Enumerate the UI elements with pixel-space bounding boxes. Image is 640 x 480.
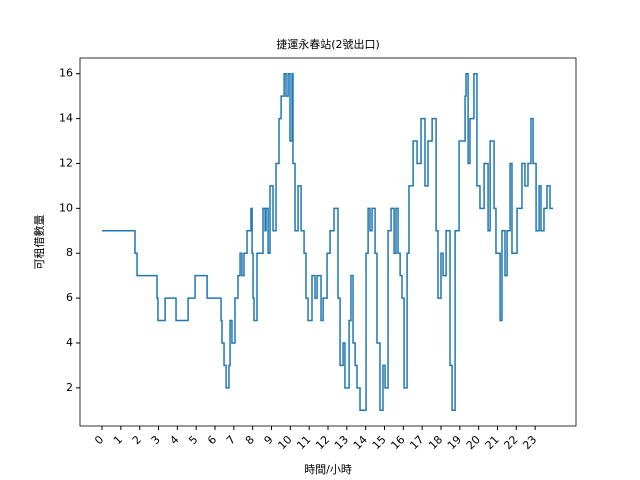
y-tick-label: 16 [59,67,73,80]
chart-title: 捷運永春站(2號出口) [276,37,380,51]
plot-frame [79,57,577,427]
y-tick-label: 8 [66,246,73,259]
y-tick-label: 14 [59,112,73,125]
y-tick-label: 12 [59,156,73,169]
y-tick-label: 6 [66,291,73,304]
y-tick-label: 2 [66,381,73,394]
y-tick-label: 10 [59,201,73,214]
y-axis-label: 可租借數量 [33,215,46,270]
y-tick-label: 4 [66,336,73,349]
data-line [102,72,554,412]
x-axis-label: 時間/小時 [304,463,352,476]
